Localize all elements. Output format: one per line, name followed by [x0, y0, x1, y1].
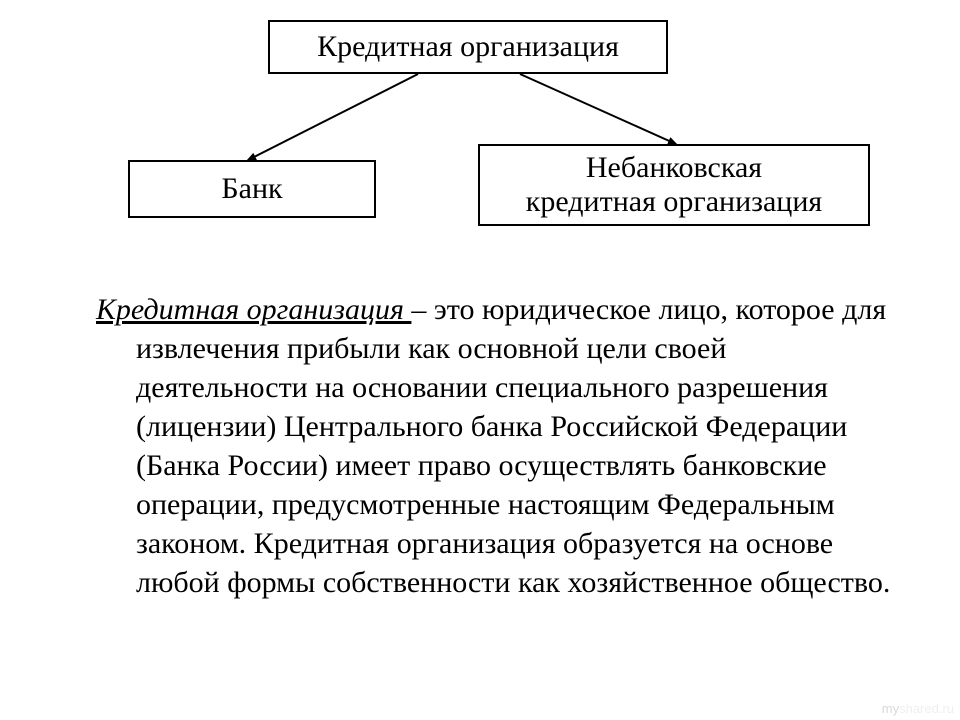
node-bank-label: Банк — [221, 172, 282, 207]
node-nonbank-label: Небанковскаякредитная организация — [526, 151, 822, 220]
arrow-to-nonbank — [520, 74, 676, 144]
watermark-a: my — [882, 701, 899, 716]
arrow-to-bank — [248, 74, 418, 160]
node-root-label: Кредитная организация — [317, 30, 619, 65]
definition-paragraph: Кредитная организация – это юридическое … — [96, 290, 902, 602]
definition-body: – это юридическое лицо, которое для извл… — [136, 293, 890, 599]
node-nonbank: Небанковскаякредитная организация — [478, 144, 870, 226]
definition-term: Кредитная организация — [96, 293, 411, 326]
watermark: myshared.ru — [882, 701, 954, 716]
watermark-b: shared.ru — [899, 701, 954, 716]
diagram-canvas: Кредитная организация Банк Небанковскаяк… — [0, 0, 960, 720]
node-bank: Банк — [128, 160, 376, 218]
node-root: Кредитная организация — [268, 20, 668, 74]
